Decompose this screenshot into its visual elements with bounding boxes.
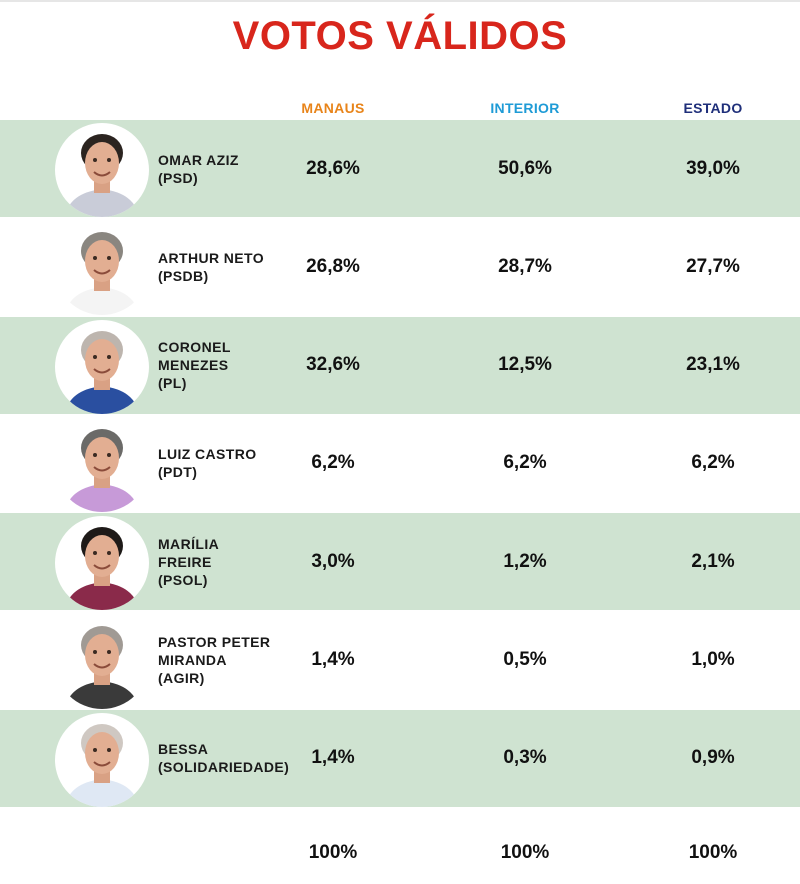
candidate-row: CORONEL MENEZES (PL) 32,6% 12,5% 23,1%	[0, 316, 800, 414]
total-value-estado: 100%	[688, 842, 738, 863]
column-header-manaus: MANAUS	[301, 100, 365, 116]
candidate-row: PASTOR PETER MIRANDA (AGIR) 1,4% 0,5% 1,0%	[0, 612, 800, 709]
value-interior: 0,3%	[503, 747, 547, 769]
total-value-interior: 100%	[500, 842, 550, 863]
value-manaus: 32,6%	[306, 354, 360, 376]
candidate-row: LUIZ CASTRO (PDT) 6,2% 6,2% 6,2%	[0, 415, 800, 512]
value-estado: 0,9%	[691, 747, 735, 769]
value-interior: 1,2%	[503, 550, 547, 572]
candidate-photo-icon	[55, 614, 149, 709]
top-divider	[0, 0, 800, 2]
candidate-name: OMAR AZIZ (PSD)	[158, 151, 239, 186]
value-manaus: 1,4%	[311, 747, 355, 769]
value-manaus: 3,0%	[311, 550, 355, 572]
candidate-name: ARTHUR NETO (PSDB)	[158, 249, 265, 284]
candidate-name: PASTOR PETER MIRANDA (AGIR)	[158, 634, 271, 686]
candidate-photo-icon	[55, 123, 149, 217]
candidate-name: BESSA (SOLIDARIEDADE)	[158, 741, 290, 776]
candidate-name: MARÍLIA FREIRE (PSOL)	[158, 535, 220, 588]
column-header-interior: INTERIOR	[490, 100, 560, 116]
candidate-photo-icon	[55, 516, 149, 611]
value-estado: 6,2%	[691, 452, 735, 474]
value-manaus: 1,4%	[311, 649, 355, 670]
candidate-photo-icon	[55, 319, 149, 414]
candidate-name: CORONEL MENEZES (PL)	[158, 339, 231, 392]
total-value-manaus: 100%	[308, 842, 358, 863]
candidate-row: BESSA (SOLIDARIEDADE) 1,4% 0,3% 0,9%	[0, 709, 800, 807]
value-interior: 6,2%	[503, 452, 547, 474]
candidate-photo-icon	[55, 417, 149, 512]
value-interior: 12,5%	[498, 354, 552, 376]
candidate-row: OMAR AZIZ (PSD) 28,6% 50,6% 39,0%	[0, 120, 800, 217]
candidate-row: MARÍLIA FREIRE (PSOL) 3,0% 1,2% 2,1%	[0, 513, 800, 611]
totals-row: 100% 100% 100%	[0, 836, 800, 870]
candidate-row: ARTHUR NETO (PSDB) 26,8% 28,7% 27,7%	[0, 218, 800, 316]
value-estado: 23,1%	[686, 354, 740, 376]
value-estado: 1,0%	[691, 649, 735, 670]
column-header-estado: ESTADO	[683, 100, 743, 116]
value-interior: 0,5%	[503, 649, 547, 670]
value-interior: 50,6%	[498, 157, 552, 179]
page-title: VOTOS VÁLIDOS	[232, 14, 568, 58]
value-manaus: 6,2%	[311, 452, 355, 474]
value-estado: 39,0%	[686, 157, 740, 179]
candidate-name: LUIZ CASTRO (PDT)	[158, 446, 257, 481]
candidate-photo-icon	[55, 221, 149, 316]
candidate-photo-icon	[55, 712, 149, 807]
value-estado: 27,7%	[686, 255, 740, 277]
value-estado: 2,1%	[691, 550, 735, 572]
value-manaus: 26,8%	[306, 255, 360, 277]
value-manaus: 28,6%	[306, 157, 360, 179]
value-interior: 28,7%	[498, 255, 552, 277]
